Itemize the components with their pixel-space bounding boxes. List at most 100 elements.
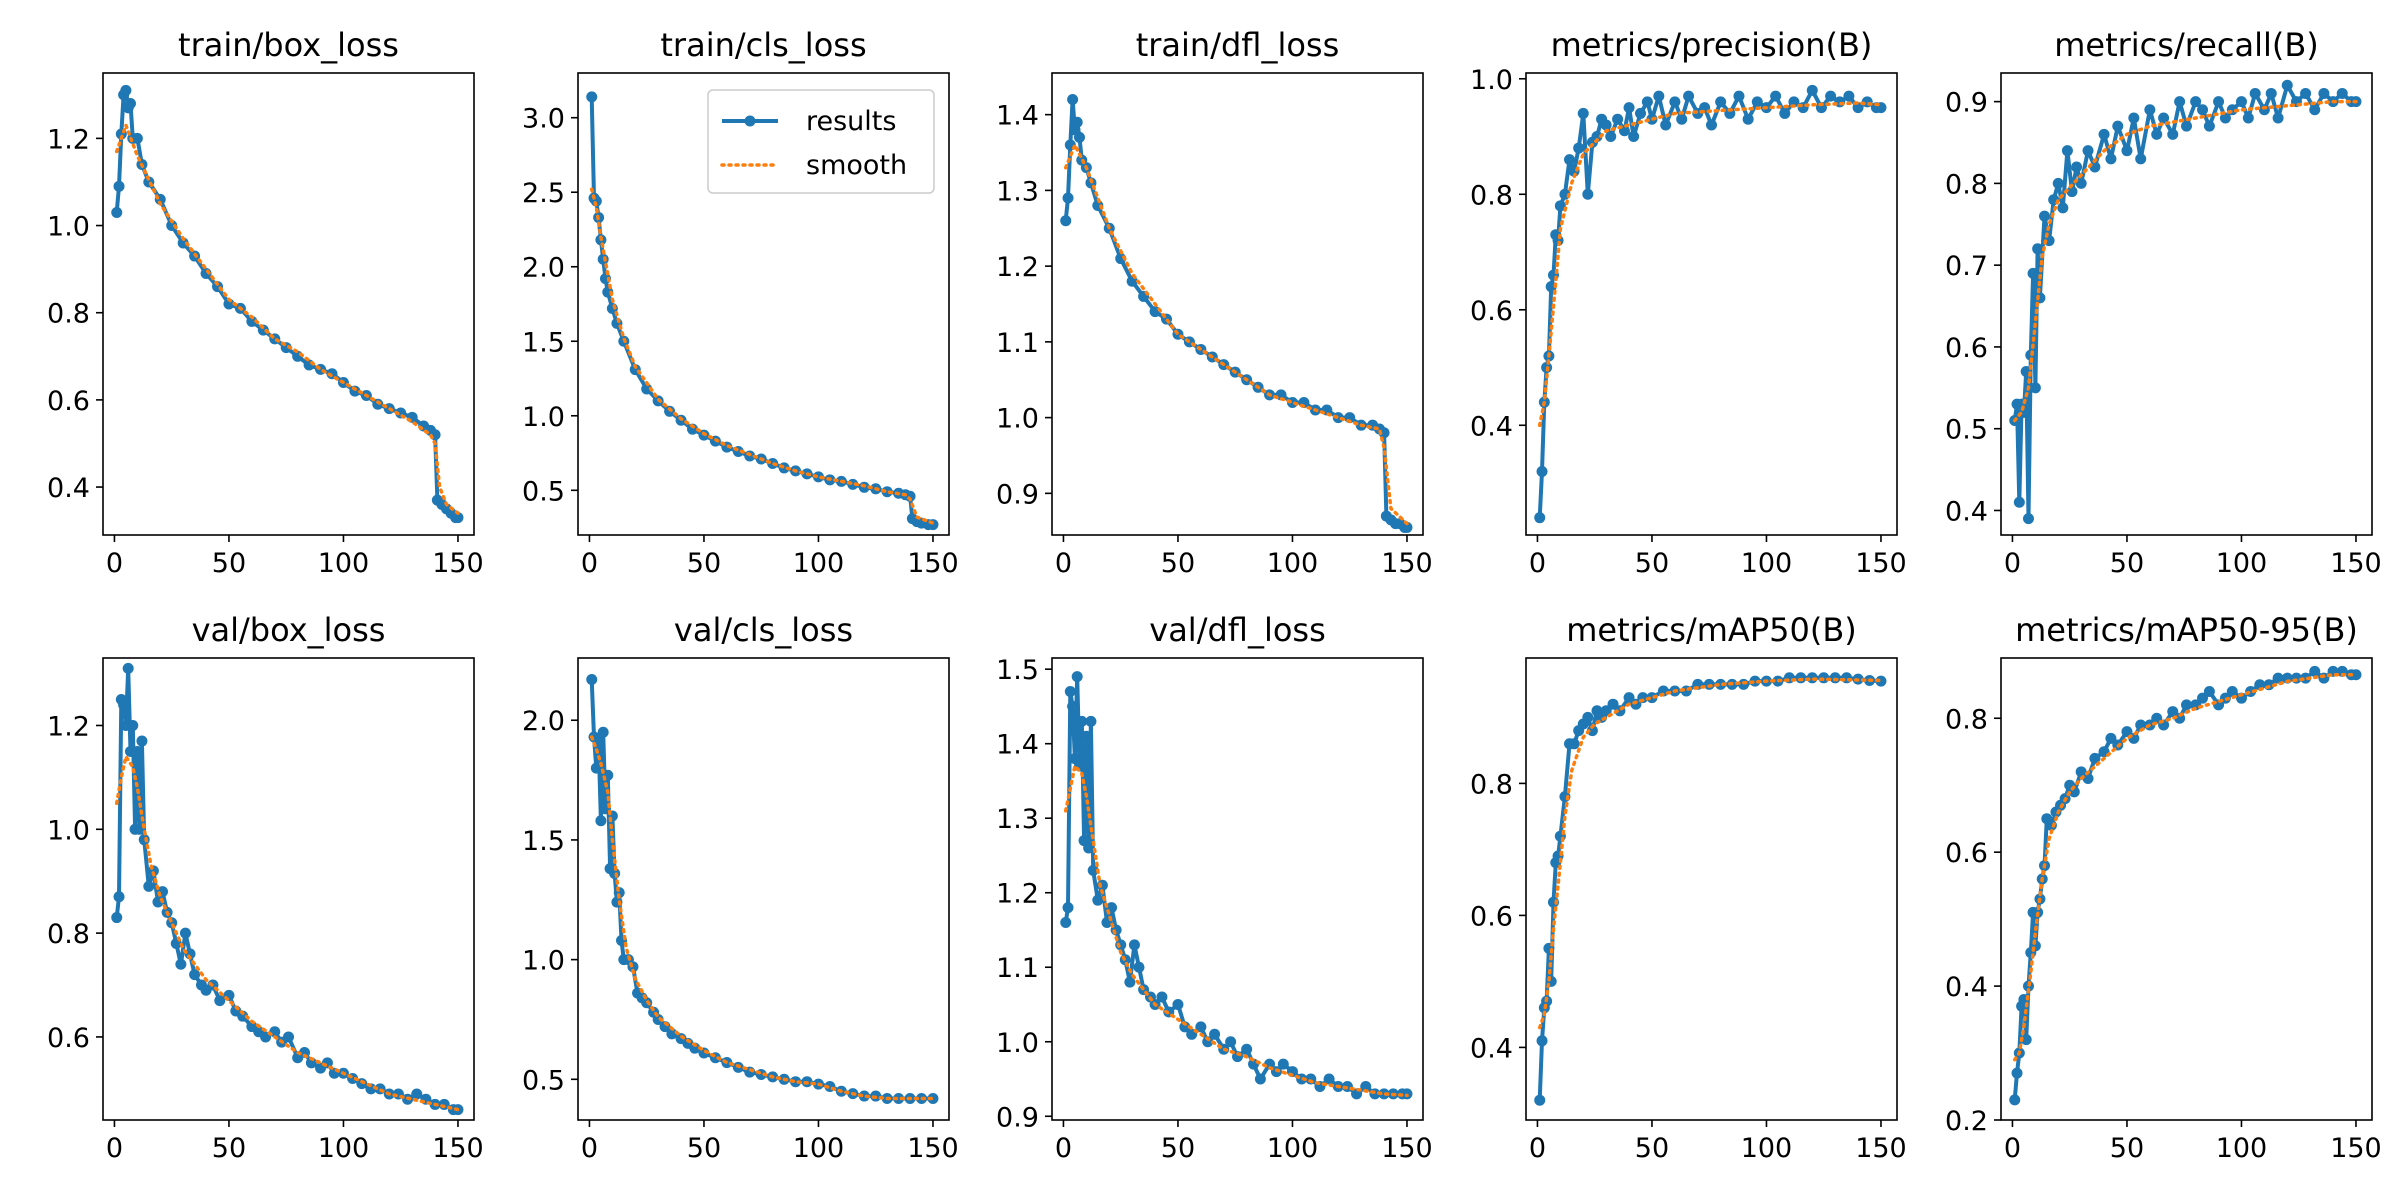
data-point	[590, 762, 602, 774]
data-point	[2197, 692, 2209, 704]
data-point	[2242, 112, 2254, 124]
data-point	[452, 512, 464, 524]
legend-box	[707, 89, 935, 194]
data-point	[2075, 177, 2087, 189]
data-point	[2226, 685, 2238, 697]
x-tick-label: 150	[432, 548, 484, 579]
data-point	[177, 237, 189, 249]
data-point	[2128, 112, 2140, 124]
data-point	[1653, 90, 1665, 102]
x-tick-label: 50	[1161, 548, 1195, 579]
y-tick-label: 0.9	[1945, 88, 1988, 119]
data-point	[1076, 715, 1088, 727]
data-point	[1591, 131, 1603, 143]
data-point	[790, 1076, 802, 1088]
data-point	[2022, 513, 2034, 525]
data-point	[2181, 120, 2192, 132]
data-point	[2249, 87, 2261, 99]
data-point	[2265, 87, 2277, 99]
data-point	[2203, 685, 2215, 697]
data-point	[2082, 145, 2094, 157]
y-tick-label: 1.5	[996, 655, 1039, 686]
data-point	[1092, 894, 1104, 906]
legend-label-smooth: smooth	[806, 150, 907, 181]
y-tick-label: 0.9	[996, 479, 1039, 510]
data-point	[1195, 1021, 1207, 1033]
chart-title: val/cls_loss	[674, 611, 853, 649]
data-point	[1715, 96, 1727, 108]
data-point	[131, 745, 143, 757]
x-tick-label: 150	[1381, 1133, 1433, 1164]
y-tick-label: 0.9	[996, 1102, 1039, 1133]
data-point	[1071, 671, 1083, 683]
y-tick-label: 0.2	[1945, 1106, 1988, 1137]
x-tick-label: 50	[687, 548, 721, 579]
data-point	[175, 958, 187, 970]
axes-frame	[102, 657, 475, 1121]
x-tick-label: 50	[1635, 548, 1669, 579]
data-point	[1733, 90, 1745, 102]
data-point	[356, 1078, 368, 1090]
series-line-smooth	[114, 752, 460, 1112]
y-tick-label: 1.0	[522, 946, 565, 977]
data-point	[2034, 292, 2046, 304]
x-tick-label: 150	[1381, 548, 1433, 579]
x-tick-label: 50	[1161, 1133, 1195, 1164]
data-point	[2105, 732, 2117, 744]
data-point	[2144, 104, 2156, 116]
x-tick-label: 150	[907, 1133, 959, 1164]
x-tick-label: 50	[687, 1133, 721, 1164]
data-point	[136, 735, 148, 747]
y-tick-label: 0.6	[1470, 296, 1513, 327]
data-point	[1564, 154, 1576, 166]
data-point	[2089, 752, 2101, 764]
legend-label-results: results	[806, 106, 896, 137]
data-point	[111, 206, 123, 218]
chart-title: train/dfl_loss	[1136, 26, 1340, 64]
data-point	[1582, 188, 1594, 200]
x-tick-label: 0	[1529, 1133, 1546, 1164]
axes-frame	[1525, 72, 1898, 536]
data-point	[2167, 706, 2179, 718]
x-tick-label: 0	[1529, 548, 1546, 579]
y-tick-label: 3.0	[522, 104, 565, 135]
data-point	[1676, 113, 1688, 125]
data-point	[2013, 496, 2025, 508]
data-point	[1128, 939, 1140, 951]
data-point	[641, 383, 653, 395]
data-point	[1770, 90, 1782, 102]
data-point	[179, 927, 191, 939]
legend: results smooth	[707, 89, 935, 194]
y-tick-label: 0.8	[47, 919, 90, 950]
y-tick-label: 0.6	[1945, 838, 1988, 869]
data-point	[2272, 112, 2284, 124]
y-tick-label: 1.4	[996, 101, 1039, 132]
data-point	[597, 726, 609, 738]
data-point	[214, 995, 226, 1007]
x-tick-label: 100	[2216, 1133, 2268, 1164]
x-tick-label: 150	[2330, 548, 2382, 579]
data-point	[2075, 766, 2087, 778]
subplot-metrics-map50-b: metrics/mAP50(B) 0 50 100 150 0.4 0.6 0.8	[1470, 611, 1907, 1164]
chart-title: metrics/recall(B)	[2054, 26, 2319, 64]
data-point	[1715, 678, 1727, 690]
y-tick-label: 0.4	[1470, 411, 1513, 442]
data-point	[2167, 128, 2179, 140]
data-point	[2158, 112, 2170, 124]
x-tick-label: 150	[2330, 1133, 2382, 1164]
data-point	[2235, 96, 2247, 108]
data-point	[237, 1010, 249, 1022]
plot-area	[1534, 84, 1887, 524]
data-point	[1573, 142, 1585, 154]
series-line-smooth	[2012, 672, 2358, 1062]
data-point	[1600, 119, 1612, 131]
x-tick-label: 150	[1855, 1133, 1907, 1164]
y-tick-label: 0.6	[1470, 901, 1513, 932]
data-point	[1536, 1035, 1548, 1047]
data-point	[1683, 90, 1695, 102]
y-tick-label: 0.6	[1945, 333, 1988, 364]
data-point	[1779, 107, 1791, 119]
data-point	[2027, 267, 2039, 279]
data-point	[1209, 1028, 1221, 1040]
